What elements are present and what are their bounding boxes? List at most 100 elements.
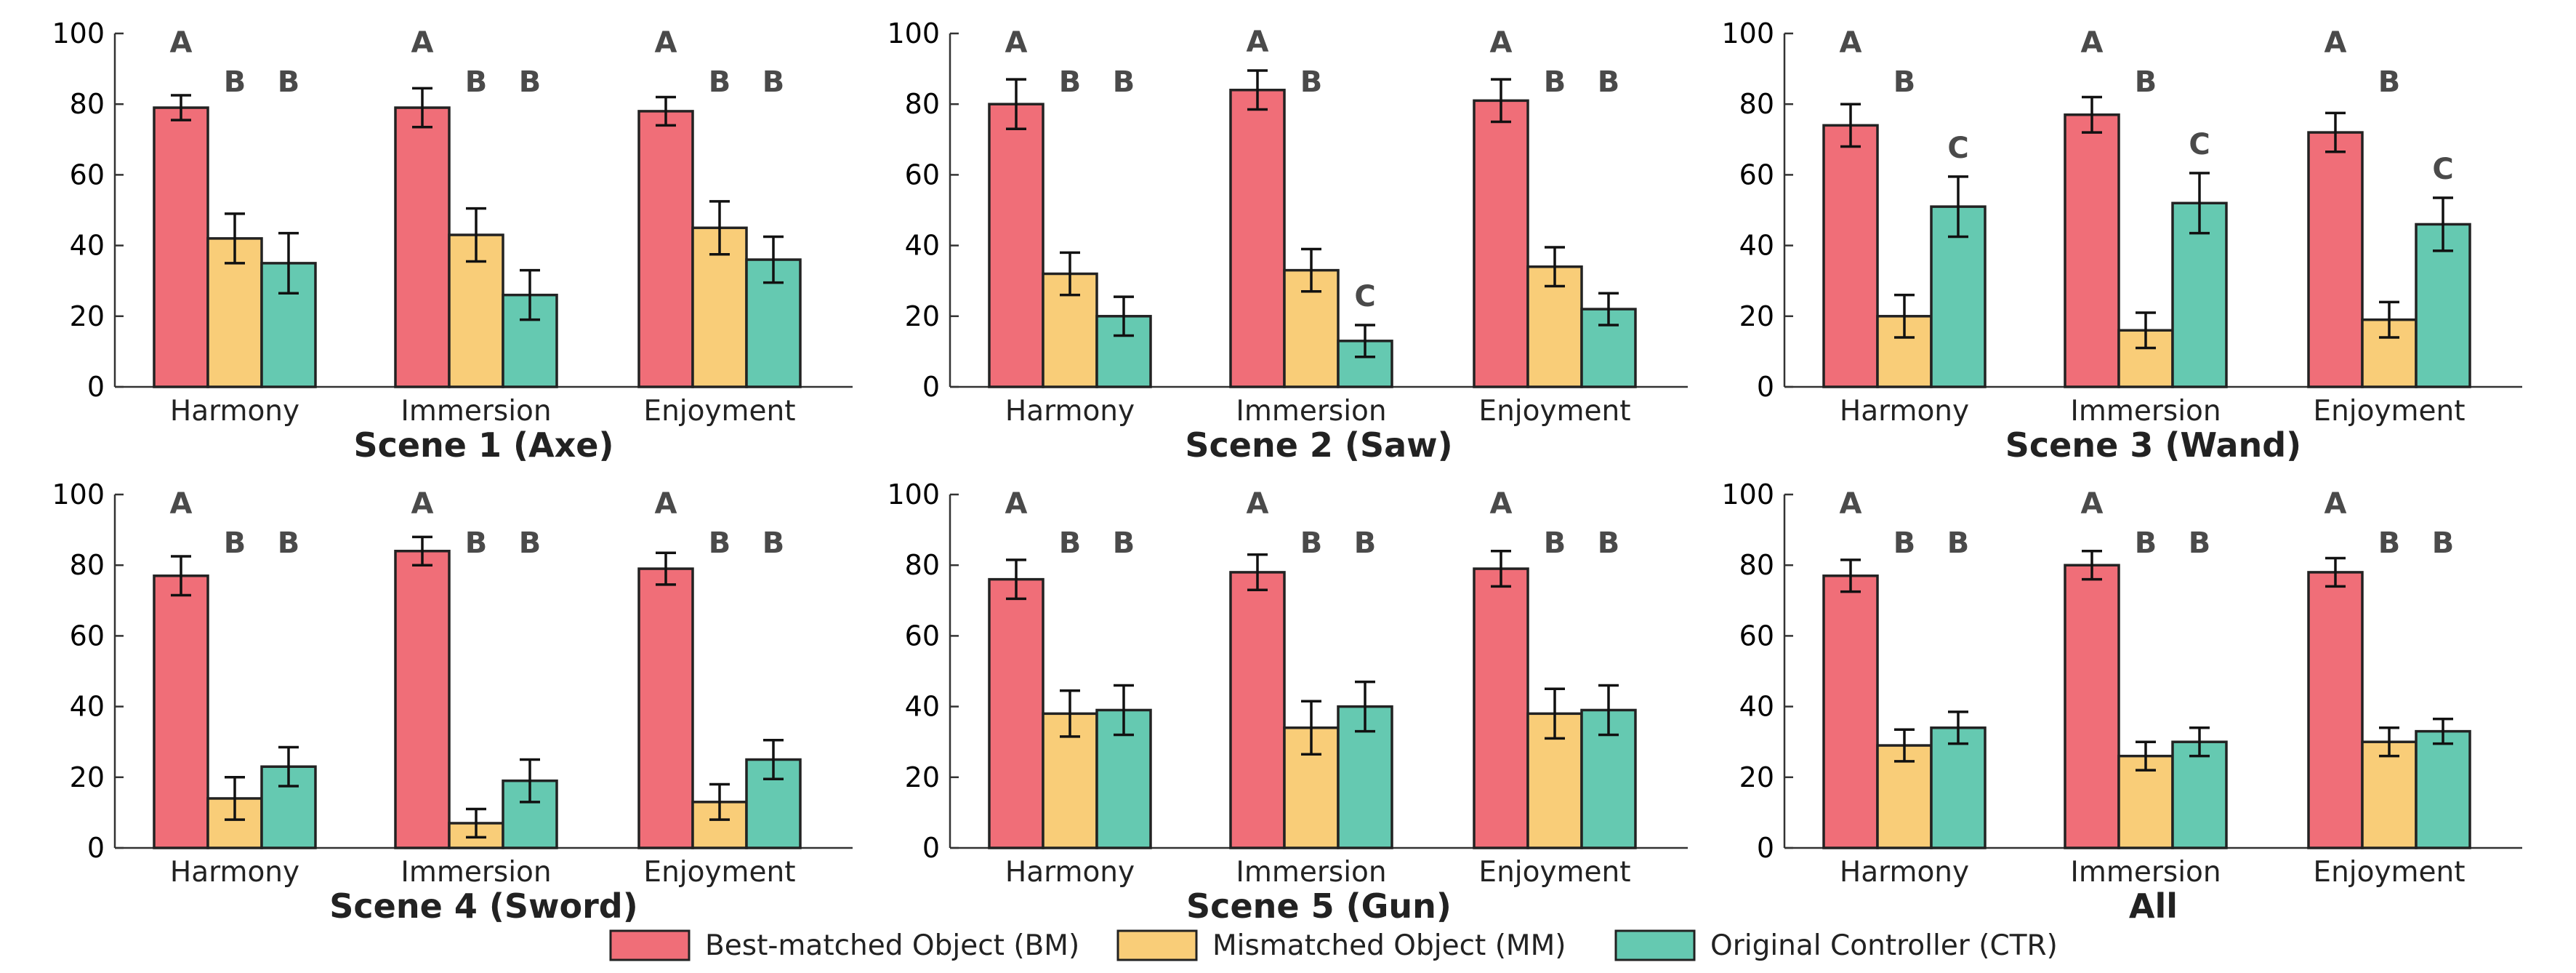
y-tick-label: 80 (1739, 549, 1774, 581)
panel-title: Scene 2 (Saw) (1185, 425, 1452, 465)
y-tick-label: 20 (1739, 300, 1774, 332)
significance-letter: A (170, 26, 193, 60)
significance-letter: A (1247, 487, 1269, 521)
y-tick-label: 0 (922, 371, 940, 403)
y-tick-label: 80 (1739, 88, 1774, 120)
significance-letter: A (1490, 26, 1513, 60)
bar (637, 110, 694, 388)
significance-letter: B (1598, 65, 1620, 99)
y-tick-label: 80 (905, 549, 940, 581)
significance-letter: B (278, 526, 300, 560)
significance-letter: B (1893, 65, 1916, 99)
y-tick-label: 40 (1739, 230, 1774, 262)
category-label: Immersion (401, 856, 551, 889)
significance-letter: A (170, 487, 193, 521)
significance-letter: A (411, 26, 434, 60)
significance-letter: A (2325, 487, 2347, 521)
y-tick-label: 100 (52, 17, 105, 49)
y-tick-label: 80 (905, 88, 940, 120)
significance-letter: B (1544, 65, 1566, 99)
bar (2307, 131, 2364, 388)
y-tick-label: 0 (1757, 832, 1774, 864)
significance-letter: A (1247, 25, 1269, 59)
legend-label: Best-matched Object (BM) (705, 929, 1079, 962)
bar (2415, 223, 2471, 388)
bar (2171, 201, 2228, 388)
y-tick-label: 60 (70, 159, 105, 191)
y-tick-label: 100 (1721, 479, 1774, 510)
bar (2064, 564, 2120, 849)
significance-letter: B (224, 65, 246, 99)
y-tick-label: 100 (887, 479, 940, 510)
category-label: Harmony (170, 856, 299, 889)
bar (394, 550, 451, 849)
significance-letter: C (1947, 132, 1968, 165)
category-label: Enjoyment (643, 856, 795, 889)
significance-letter: A (2081, 487, 2104, 521)
significance-letter: A (411, 487, 434, 521)
significance-letter: B (709, 65, 731, 99)
significance-letter: B (1544, 526, 1566, 560)
bar (2415, 729, 2471, 849)
panel-title: Scene 3 (Wand) (2005, 425, 2301, 465)
bar (988, 103, 1045, 388)
y-tick-label: 20 (905, 761, 940, 793)
category-label: Harmony (1005, 856, 1135, 889)
y-tick-label: 0 (922, 832, 940, 864)
category-label: Enjoyment (1478, 395, 1630, 428)
y-tick-label: 80 (70, 549, 105, 581)
significance-letter: C (2432, 153, 2453, 186)
significance-letter: A (1005, 26, 1028, 60)
significance-letter: A (1840, 26, 1862, 60)
panel-title: Scene 4 (Sword) (329, 886, 637, 926)
bar (153, 574, 209, 849)
bar (637, 567, 694, 849)
y-tick-label: 60 (1739, 620, 1774, 652)
bar (2307, 571, 2364, 849)
legend-swatch (1614, 929, 1696, 961)
significance-letter: B (1893, 526, 1916, 560)
y-tick-label: 60 (905, 620, 940, 652)
bar (2361, 740, 2418, 849)
significance-letter: A (2081, 26, 2104, 60)
y-tick-label: 0 (1757, 371, 1774, 403)
significance-letter: B (1947, 526, 1970, 560)
y-tick-label: 100 (1721, 17, 1774, 49)
y-tick-label: 20 (1739, 761, 1774, 793)
legend-swatch (609, 929, 691, 961)
y-tick-label: 0 (87, 371, 105, 403)
category-label: Immersion (401, 395, 551, 428)
y-tick-label: 0 (87, 832, 105, 864)
significance-letter: A (655, 26, 677, 60)
category-label: Enjoyment (2313, 856, 2465, 889)
significance-letter: A (1005, 487, 1028, 521)
significance-letter: C (2189, 128, 2210, 161)
panel-title: Scene 1 (Axe) (353, 425, 613, 465)
significance-letter: B (519, 65, 542, 99)
y-tick-label: 60 (1739, 159, 1774, 191)
significance-letter: B (1059, 65, 1082, 99)
bar (1473, 567, 1529, 849)
legend-label: Mismatched Object (MM) (1212, 929, 1566, 962)
y-tick-label: 60 (905, 159, 940, 191)
bar (394, 106, 451, 388)
category-label: Enjoyment (643, 395, 795, 428)
y-tick-label: 20 (70, 300, 105, 332)
bar (1229, 89, 1286, 388)
significance-letter: A (655, 487, 677, 521)
y-tick-label: 40 (70, 691, 105, 723)
significance-letter: B (2378, 526, 2401, 560)
category-label: Enjoyment (1478, 856, 1630, 889)
significance-letter: B (2378, 65, 2401, 99)
bar (1822, 574, 1879, 849)
significance-letter: B (2135, 526, 2157, 560)
y-tick-label: 20 (905, 300, 940, 332)
significance-letter: B (762, 65, 785, 99)
significance-letter: B (278, 65, 300, 99)
category-label: Immersion (2070, 856, 2221, 889)
legend: Best-matched Object (BM) Mismatched Objec… (609, 929, 2058, 962)
